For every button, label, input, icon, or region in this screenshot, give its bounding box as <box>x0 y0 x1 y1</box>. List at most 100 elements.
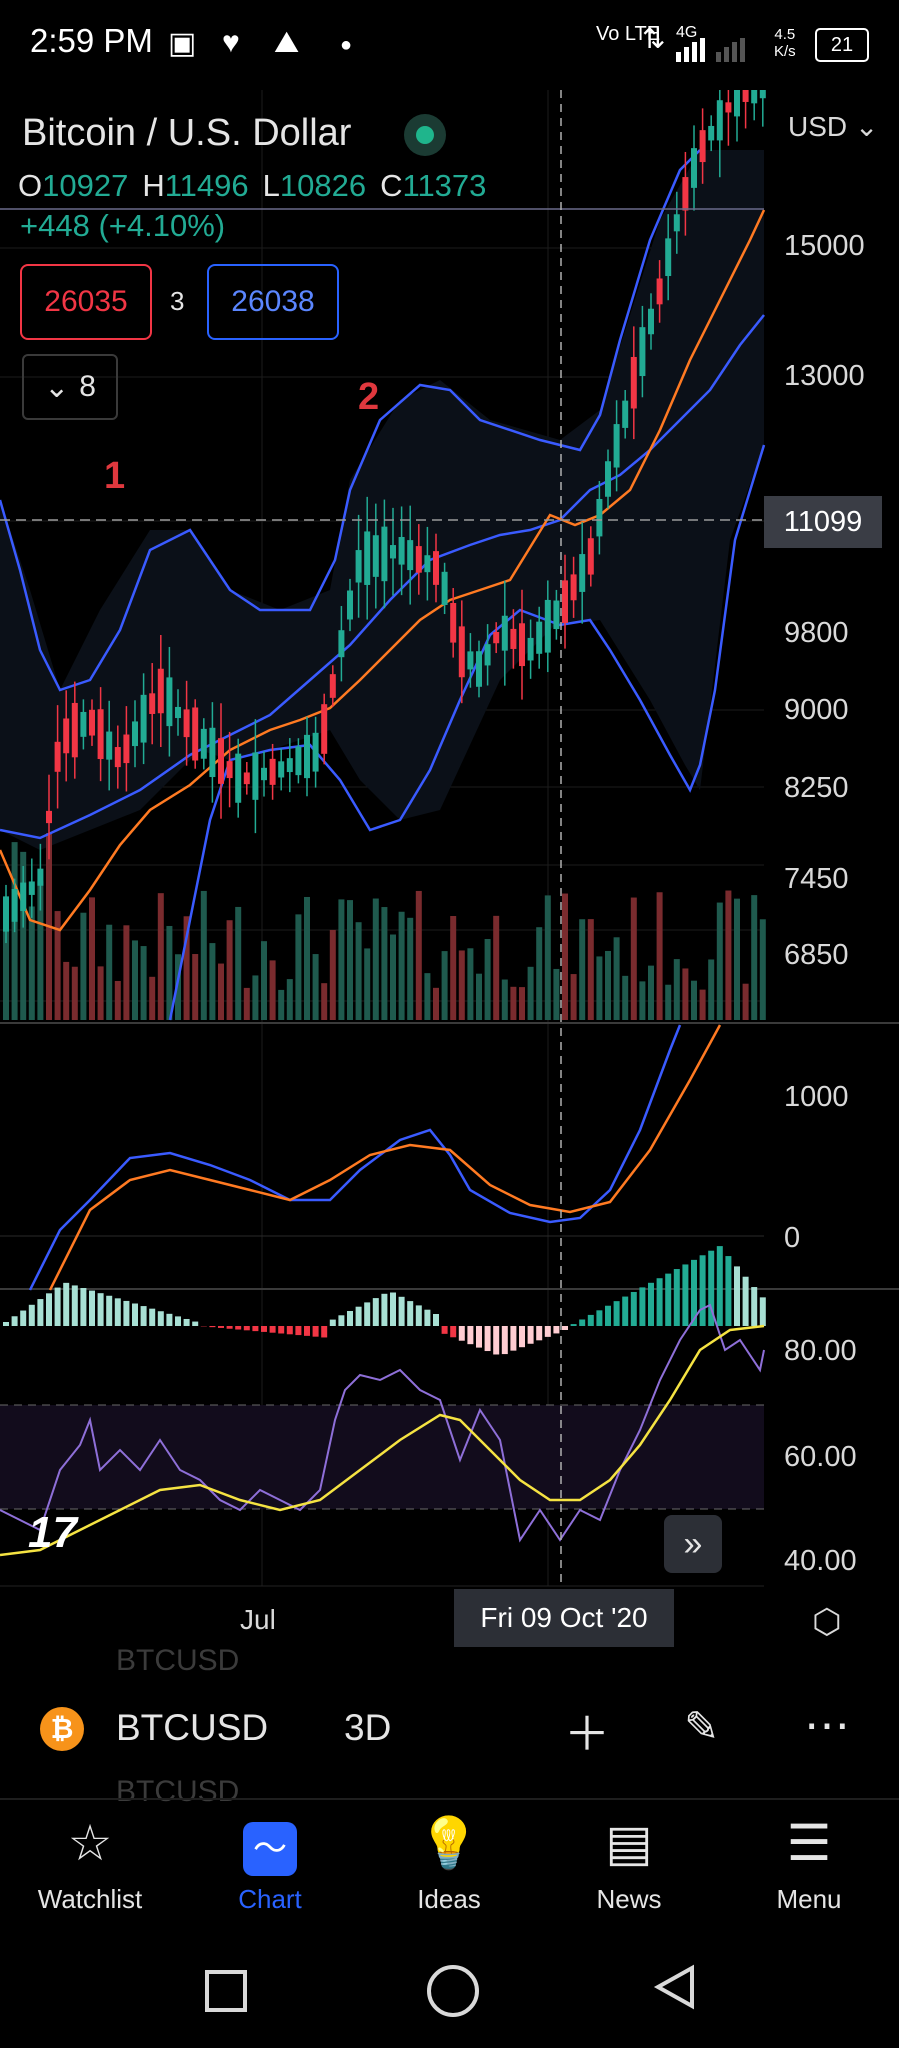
candle-body <box>682 177 689 211</box>
macd-bar <box>97 1293 104 1326</box>
volume-bar <box>716 902 723 1020</box>
macd-bar <box>613 1301 620 1326</box>
volume-bar <box>630 897 637 1020</box>
macd-bar <box>579 1319 586 1326</box>
high-label: H <box>142 168 165 203</box>
candle-body <box>562 580 568 623</box>
macd-bar <box>398 1296 405 1326</box>
price-axis-label: 9800 <box>784 617 849 649</box>
volume-bar <box>252 975 259 1020</box>
add-icon[interactable]: ＋ <box>564 1708 610 1760</box>
volume-bar <box>759 919 766 1020</box>
annotation-marker-2[interactable]: 2 <box>358 376 380 418</box>
app-notification-icon: ▣ <box>168 27 197 60</box>
chart-settings-icon[interactable]: ⬡ <box>812 1603 842 1641</box>
candle-body <box>579 554 586 592</box>
volume-bar <box>433 987 439 1020</box>
sell-button[interactable]: 26035 <box>20 264 152 340</box>
macd-bar <box>54 1287 61 1326</box>
volume-bar <box>269 960 276 1020</box>
candle-body <box>441 571 448 605</box>
volume-bar <box>97 966 104 1020</box>
macd-bar <box>20 1310 27 1326</box>
volume-bar <box>3 905 9 1020</box>
buy-button[interactable]: 26038 <box>207 264 339 340</box>
macd-bar <box>656 1278 663 1326</box>
candle-body <box>304 734 310 779</box>
candle-body <box>89 709 95 736</box>
macd-bar <box>587 1314 594 1326</box>
macd-bar <box>381 1293 388 1326</box>
candle-body <box>140 694 147 743</box>
symbol-selector[interactable]: BTCUSD <box>116 1707 269 1748</box>
draw-pencil-icon[interactable]: ✎ <box>684 1703 720 1750</box>
candle-body <box>106 731 113 760</box>
chart-canvas[interactable] <box>0 90 899 1650</box>
candle-body <box>175 706 181 719</box>
symbol-title[interactable]: Bitcoin / U.S. Dollar <box>22 112 352 154</box>
volume-bar <box>157 893 164 1020</box>
rsi-axis-label: 40.00 <box>784 1545 857 1577</box>
candle-body <box>183 709 190 738</box>
candle-body <box>665 238 672 277</box>
annotation-marker-1[interactable]: 1 <box>104 455 126 497</box>
candle-body <box>372 535 379 577</box>
candle-body <box>716 100 723 141</box>
timeframe-selector[interactable]: 3D <box>344 1707 392 1748</box>
scroll-to-latest-button[interactable]: » <box>664 1515 722 1573</box>
candle-body <box>226 761 233 779</box>
close-label: C <box>380 168 403 203</box>
indicators-toggle[interactable]: ⌄ 8 <box>22 354 118 420</box>
back-button[interactable] <box>652 1964 696 2015</box>
home-button[interactable] <box>427 1965 479 2017</box>
nav-news[interactable]: ▤ News <box>539 1812 719 1915</box>
divider <box>0 1798 899 1800</box>
nav-menu[interactable]: ☰ Menu <box>719 1812 899 1915</box>
candle-body <box>80 711 87 737</box>
macd-bar <box>295 1326 302 1336</box>
nav-watchlist[interactable]: ☆ Watchlist <box>0 1812 180 1915</box>
rsi-axis-label: 60.00 <box>784 1441 857 1473</box>
macd-bar <box>3 1322 9 1326</box>
more-icon[interactable]: ⋯ <box>804 1699 850 1751</box>
candle-body <box>605 461 611 497</box>
currency-selector[interactable]: USD ⌄ <box>788 111 879 142</box>
candle-body <box>347 590 353 620</box>
volume-bar <box>476 973 482 1020</box>
price-axis-label: 13000 <box>784 360 865 392</box>
candle-body <box>734 90 740 117</box>
macd-bar <box>80 1288 87 1326</box>
candle-body <box>450 603 457 643</box>
candle-body <box>587 538 594 575</box>
candle-body <box>390 545 396 559</box>
bitcoin-icon: ₿ <box>40 1707 84 1751</box>
candle-body <box>458 626 465 678</box>
macd-bar <box>742 1276 749 1326</box>
volume-bar <box>295 914 302 1020</box>
lightbulb-icon: 💡 <box>417 1815 481 1871</box>
recent-apps-button[interactable] <box>205 1970 247 2012</box>
high-value: 11496 <box>164 168 249 203</box>
macd-bar <box>630 1291 637 1326</box>
candle-body <box>656 278 663 305</box>
candle-body <box>424 555 431 573</box>
volume-bar <box>450 916 457 1020</box>
macd-bar <box>570 1324 577 1326</box>
candle-body <box>261 767 267 781</box>
volume-bar <box>519 987 525 1020</box>
candle-body <box>355 550 362 583</box>
ghost-symbol: BTCUSD <box>116 1775 240 1808</box>
nav-label: News <box>596 1884 662 1914</box>
candle-body <box>71 702 78 758</box>
candle-body <box>407 540 414 571</box>
candle-body <box>192 707 199 761</box>
candle-body <box>673 214 680 232</box>
signal-icon <box>676 38 756 62</box>
candle-body <box>708 125 715 141</box>
macd-bar <box>114 1298 121 1326</box>
nav-chart[interactable]: 〜 Chart <box>180 1812 360 1915</box>
nav-ideas[interactable]: 💡 Ideas <box>359 1812 539 1915</box>
status-bar: 2:59 PM ▣ ♥ ⛰ ● Vo LTE ⇅ 4G 4.5 K/s 21 <box>0 0 899 90</box>
macd-bar <box>424 1309 431 1326</box>
candle-body <box>519 623 525 667</box>
